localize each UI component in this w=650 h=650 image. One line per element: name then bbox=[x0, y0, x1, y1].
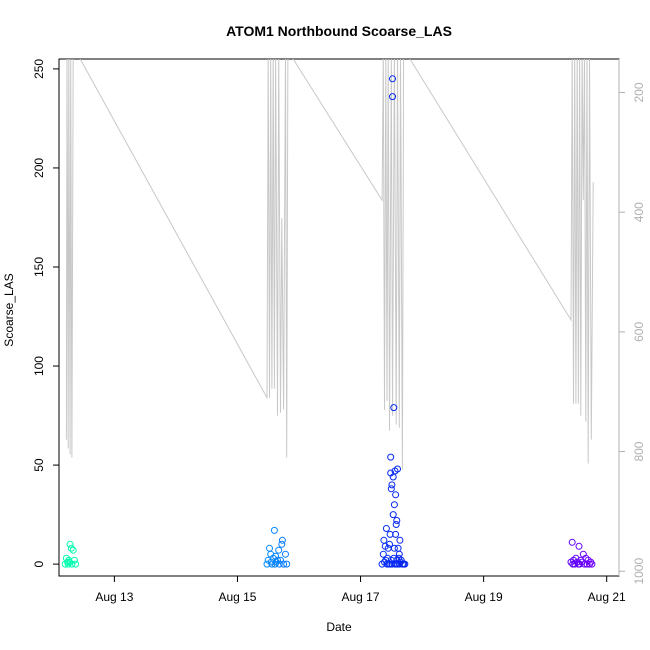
data-point bbox=[72, 560, 80, 568]
data-point bbox=[389, 93, 396, 101]
right-tick-label: 600 bbox=[632, 322, 646, 342]
right-axis-ticks: 200 400 600 800 1000 bbox=[619, 82, 646, 585]
data-point bbox=[389, 75, 396, 83]
y-tick-label: 50 bbox=[32, 458, 46, 472]
data-point bbox=[390, 404, 398, 412]
scatter-points bbox=[61, 75, 596, 568]
data-point bbox=[394, 544, 402, 552]
right-tick-label: 400 bbox=[632, 202, 646, 222]
y-tick-label: 150 bbox=[32, 257, 46, 277]
data-point bbox=[66, 540, 74, 548]
plot-area-frame bbox=[58, 58, 620, 577]
data-point bbox=[270, 526, 278, 534]
x-tick-label: Aug 17 bbox=[342, 590, 380, 604]
right-tick-label: 800 bbox=[632, 441, 646, 461]
right-tick-label: 200 bbox=[632, 82, 646, 102]
x-tick-label: Aug 21 bbox=[588, 590, 626, 604]
x-tick-label: Aug 19 bbox=[465, 590, 503, 604]
data-point bbox=[64, 560, 72, 568]
data-point bbox=[395, 550, 403, 558]
data-point bbox=[278, 540, 286, 548]
data-point bbox=[283, 560, 291, 568]
data-point bbox=[390, 501, 398, 509]
data-point bbox=[386, 540, 393, 548]
data-point bbox=[394, 465, 401, 473]
data-point bbox=[382, 525, 390, 532]
data-point bbox=[280, 560, 288, 568]
x-tick-label: Aug 15 bbox=[218, 590, 256, 604]
y-tick-label: 250 bbox=[32, 59, 46, 79]
y-tick-label: 100 bbox=[32, 356, 46, 376]
x-axis: Aug 13 Aug 15 Aug 17 Aug 19 Aug 21 bbox=[95, 576, 626, 604]
data-point bbox=[393, 517, 401, 524]
data-point bbox=[568, 538, 576, 546]
data-point bbox=[70, 556, 78, 564]
data-point bbox=[583, 560, 591, 568]
data-point bbox=[392, 491, 400, 499]
data-point bbox=[69, 546, 77, 554]
y-axis-label: Scoarse_LAS bbox=[2, 273, 16, 346]
data-point bbox=[278, 536, 286, 544]
x-tick-label: Aug 13 bbox=[95, 590, 133, 604]
data-point bbox=[396, 536, 404, 544]
y-tick-label: 0 bbox=[32, 560, 46, 567]
data-point bbox=[388, 481, 396, 489]
data-point bbox=[266, 544, 273, 552]
y-axis: 0 50 100 150 200 250 bbox=[32, 59, 59, 567]
data-point bbox=[575, 542, 583, 550]
data-point bbox=[389, 511, 397, 519]
data-point bbox=[380, 536, 388, 544]
data-point bbox=[275, 546, 283, 554]
data-point bbox=[392, 521, 400, 528]
data-point bbox=[282, 550, 289, 558]
data-point bbox=[387, 485, 395, 493]
data-point bbox=[275, 560, 283, 568]
data-point bbox=[390, 544, 398, 552]
x-axis-label: Date bbox=[326, 620, 352, 634]
data-point bbox=[379, 550, 387, 558]
data-point bbox=[588, 560, 596, 568]
series-line bbox=[65, 59, 594, 470]
y-tick-label: 200 bbox=[32, 158, 46, 178]
right-tick-label: 1000 bbox=[632, 558, 646, 585]
series-line-group bbox=[65, 59, 594, 470]
data-point bbox=[401, 560, 409, 568]
data-point bbox=[263, 560, 271, 568]
data-point bbox=[274, 556, 281, 564]
chart-title: ATOM1 Northbound Scoarse_LAS bbox=[226, 23, 452, 39]
data-point bbox=[392, 530, 400, 538]
data-point bbox=[387, 453, 395, 461]
data-point bbox=[67, 544, 75, 552]
